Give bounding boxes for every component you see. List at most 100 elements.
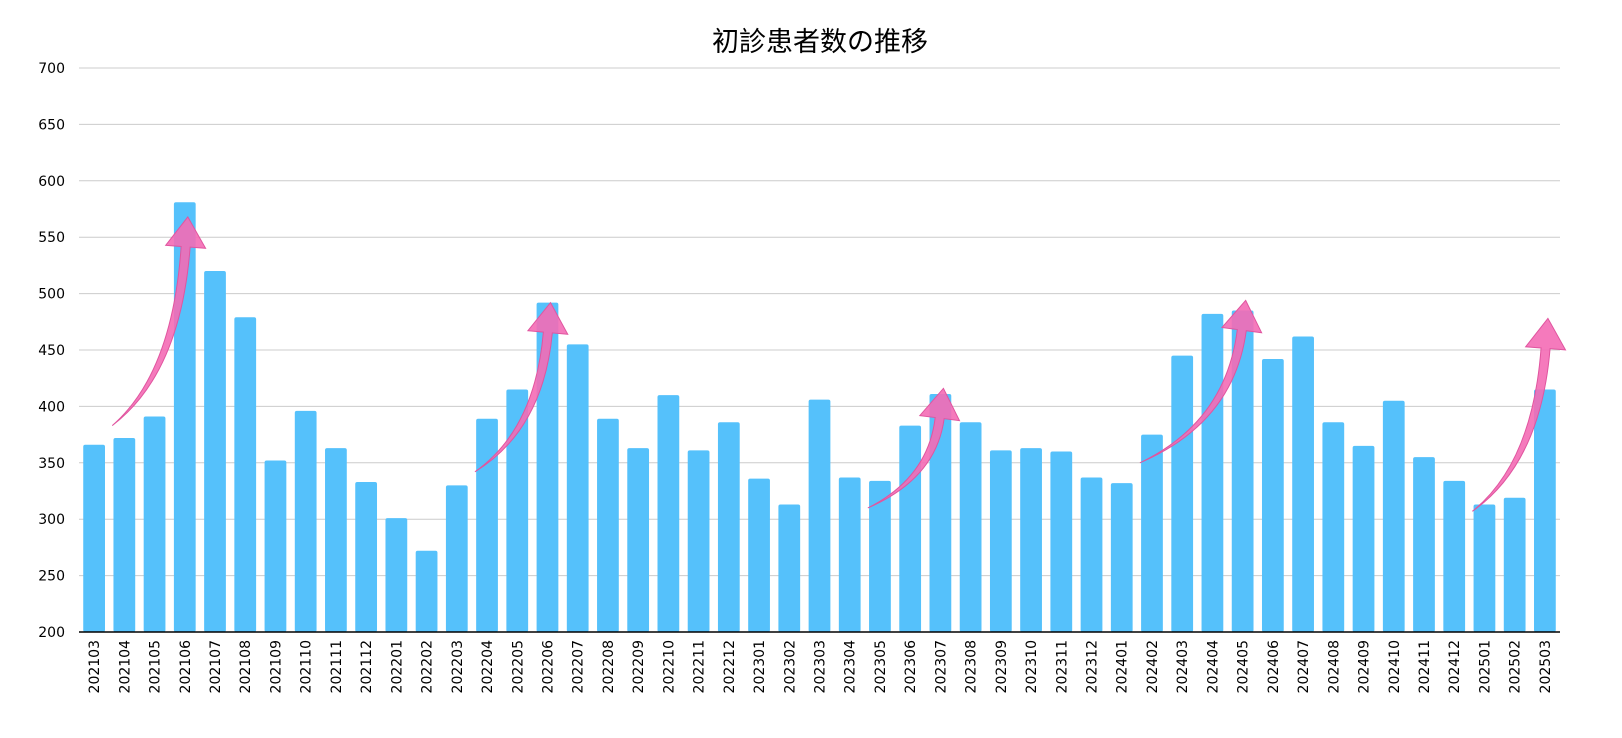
bar bbox=[1413, 457, 1435, 632]
bar bbox=[325, 448, 347, 632]
bar bbox=[1292, 336, 1314, 632]
x-tick-label: 202408 bbox=[1326, 640, 1342, 693]
bar bbox=[717, 422, 740, 632]
y-tick-label: 650 bbox=[38, 117, 65, 133]
annotation-arrows bbox=[111, 215, 1567, 512]
bar bbox=[1171, 355, 1194, 632]
x-tick-label: 202201 bbox=[389, 640, 405, 693]
bars bbox=[83, 202, 1556, 632]
bar bbox=[1231, 310, 1254, 632]
y-tick-label: 500 bbox=[38, 287, 65, 303]
x-tick-label: 202310 bbox=[1024, 640, 1040, 693]
bar bbox=[1382, 400, 1405, 632]
rising-trend-arrow bbox=[1139, 299, 1263, 464]
bar bbox=[355, 481, 378, 632]
bar bbox=[1141, 434, 1163, 632]
x-tick-label: 202304 bbox=[843, 640, 859, 694]
x-tick-label: 202503 bbox=[1538, 640, 1554, 693]
bar bbox=[1110, 483, 1133, 632]
x-tick-label: 202301 bbox=[752, 640, 768, 693]
y-axis-ticks: 200 250 300 350 400 450 500 550 600 650 700 bbox=[38, 61, 65, 641]
bar bbox=[294, 410, 317, 632]
x-tick-label: 202409 bbox=[1357, 640, 1373, 693]
x-tick-label: 202203 bbox=[450, 640, 466, 693]
x-tick-label: 202311 bbox=[1054, 640, 1070, 693]
bar bbox=[264, 460, 287, 632]
y-tick-label: 350 bbox=[38, 456, 65, 472]
y-tick-label: 250 bbox=[38, 569, 65, 585]
bar bbox=[778, 504, 801, 632]
x-tick-label: 202109 bbox=[268, 640, 284, 693]
x-tick-label: 202103 bbox=[87, 640, 103, 693]
bar bbox=[385, 518, 408, 632]
rising-trend-arrow bbox=[111, 215, 207, 426]
bar bbox=[204, 271, 226, 632]
x-tick-label: 202309 bbox=[994, 640, 1010, 693]
x-tick-label: 202106 bbox=[178, 640, 194, 694]
x-tick-label: 202111 bbox=[329, 640, 345, 693]
bar bbox=[1201, 313, 1224, 632]
x-tick-label: 202110 bbox=[299, 640, 315, 693]
bar bbox=[1503, 497, 1526, 632]
x-tick-label: 202312 bbox=[1085, 640, 1101, 693]
bar bbox=[899, 425, 922, 632]
x-tick-label: 202108 bbox=[238, 640, 254, 693]
chart-title: 初診患者数の推移 bbox=[712, 27, 928, 58]
y-tick-label: 300 bbox=[38, 512, 65, 528]
x-tick-label: 202306 bbox=[903, 640, 919, 694]
bar bbox=[929, 393, 952, 632]
bar bbox=[748, 478, 770, 632]
x-tick-label: 202308 bbox=[964, 640, 980, 693]
bar bbox=[566, 344, 589, 632]
y-tick-label: 700 bbox=[38, 61, 65, 77]
x-tick-label: 202112 bbox=[359, 640, 375, 693]
x-tick-label: 202403 bbox=[1175, 640, 1191, 693]
rising-trend-arrow bbox=[867, 387, 961, 509]
bar bbox=[415, 550, 438, 632]
rising-trend-arrow bbox=[474, 301, 569, 473]
x-tick-label: 202211 bbox=[692, 640, 708, 693]
bar bbox=[1534, 389, 1556, 632]
rising-trend-arrow bbox=[1472, 317, 1567, 512]
bar bbox=[657, 395, 680, 632]
bar bbox=[869, 480, 891, 632]
x-tick-label: 202307 bbox=[933, 640, 949, 693]
x-tick-label: 202208 bbox=[601, 640, 617, 693]
bar bbox=[234, 317, 257, 632]
y-tick-label: 600 bbox=[38, 174, 65, 190]
bar bbox=[959, 422, 982, 632]
bar bbox=[83, 444, 105, 632]
bar bbox=[597, 418, 619, 632]
bar bbox=[1443, 480, 1466, 632]
x-tick-label: 202405 bbox=[1236, 640, 1252, 693]
bar bbox=[989, 450, 1012, 632]
x-tick-label: 202202 bbox=[420, 640, 436, 693]
x-tick-label: 202210 bbox=[661, 640, 677, 693]
bar bbox=[627, 448, 650, 632]
bar bbox=[476, 418, 498, 632]
x-tick-label: 202406 bbox=[1266, 640, 1282, 694]
y-tick-label: 200 bbox=[38, 625, 65, 641]
bar bbox=[1322, 422, 1345, 632]
x-tick-label: 202207 bbox=[571, 640, 587, 693]
y-tick-label: 400 bbox=[38, 399, 65, 415]
x-tick-label: 202410 bbox=[1387, 640, 1403, 693]
x-tick-label: 202501 bbox=[1477, 640, 1493, 693]
x-tick-label: 202302 bbox=[782, 640, 798, 693]
x-tick-label: 202206 bbox=[540, 640, 556, 694]
x-tick-label: 202107 bbox=[208, 640, 224, 693]
y-tick-label: 550 bbox=[38, 230, 65, 246]
bar bbox=[838, 477, 861, 632]
bar bbox=[1080, 477, 1103, 632]
x-tick-label: 202209 bbox=[631, 640, 647, 693]
bar bbox=[1352, 445, 1375, 632]
bar bbox=[113, 437, 136, 632]
bar bbox=[506, 389, 529, 632]
x-tick-label: 202303 bbox=[813, 640, 829, 693]
x-axis-ticks: 202103 202104 202105 202106 202107 202108 2021… bbox=[87, 640, 1554, 694]
x-tick-label: 202502 bbox=[1508, 640, 1524, 693]
bar bbox=[1473, 504, 1496, 632]
x-tick-label: 202411 bbox=[1417, 640, 1433, 693]
bar bbox=[445, 485, 468, 632]
